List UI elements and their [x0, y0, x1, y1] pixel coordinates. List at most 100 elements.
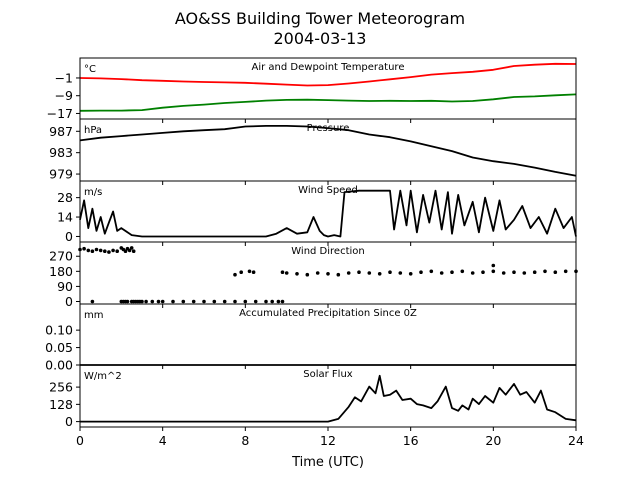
pressure-title: Pressure — [307, 123, 350, 134]
accumulated-precipitation-since-0z-y-tick-label: 0.10 — [45, 323, 73, 338]
wind-speed-y-tick-label: 28 — [57, 190, 73, 205]
pressure-series-line-0 — [79, 125, 577, 177]
wind-speed-panel: 0 14 28 Wind Speed m/s — [57, 180, 577, 246]
wind-direction-point — [429, 269, 434, 274]
wind-direction-point — [156, 299, 161, 304]
wind-direction-title: Wind Direction — [291, 246, 365, 257]
air-and-dewpoint-temperature-y-tick-label: −17 — [47, 106, 73, 121]
wind-direction-point — [90, 249, 95, 253]
pressure-y-tick-label: 983 — [49, 145, 73, 160]
wind-direction-point — [171, 299, 175, 304]
wind-direction-point — [202, 299, 206, 304]
x-axis-label: Time (UTC) — [291, 455, 364, 470]
wind-direction-point — [253, 299, 258, 304]
wind-direction-point — [239, 270, 243, 275]
wind-direction-point — [90, 299, 95, 304]
wind-direction-point — [129, 246, 134, 250]
wind-direction-point — [131, 249, 136, 253]
wind-direction-point — [222, 299, 227, 304]
wind-direction-y-tick-label: 90 — [57, 279, 73, 294]
solar-flux-y-tick-label: 0 — [65, 414, 73, 429]
wind-direction-point — [522, 271, 527, 275]
air-and-dewpoint-temperature-title: Air and Dewpoint Temperature — [252, 62, 405, 73]
wind-direction-point — [144, 299, 148, 304]
air-and-dewpoint-temperature-panel: −17 −9 −1 Air and Dewpoint Temperature °C — [47, 57, 577, 123]
wind-direction-point — [276, 299, 281, 304]
wind-direction-point — [357, 270, 361, 275]
wind-direction-point — [532, 270, 537, 275]
wind-direction-point — [284, 271, 289, 275]
accumulated-precipitation-since-0z-title: Accumulated Precipitation Since 0Z — [239, 308, 417, 319]
wind-direction-point — [86, 248, 91, 253]
x-tick-label: 0 — [76, 433, 84, 448]
accumulated-precipitation-since-0z-y-tick-label: 0.00 — [45, 358, 73, 373]
solar-flux-y-tick-label: 256 — [49, 380, 73, 395]
pressure-y-tick-label: 987 — [49, 124, 73, 139]
wind-speed-y-tick-label: 0 — [65, 229, 73, 244]
wind-direction-point — [295, 272, 299, 276]
x-tick-label: 24 — [568, 433, 584, 448]
panels: −17 −9 −1 Air and Dewpoint Temperature °C 979… — [45, 57, 584, 448]
wind-direction-point — [408, 272, 413, 276]
wind-speed-y-tick-label: 14 — [57, 210, 73, 225]
solar-flux-unit-label: W/m^2 — [84, 371, 122, 382]
wind-direction-point — [107, 250, 111, 254]
x-tick-label: 20 — [485, 433, 501, 448]
wind-direction-point — [127, 248, 132, 253]
wind-direction-point — [150, 299, 155, 304]
wind-direction-point — [326, 272, 330, 276]
wind-direction-point — [543, 269, 547, 274]
wind-direction-point — [251, 270, 256, 275]
wind-direction-point — [123, 249, 128, 253]
wind-direction-point — [247, 269, 252, 274]
wind-direction-point — [191, 299, 196, 304]
wind-direction-point — [315, 271, 320, 275]
air-and-dewpoint-temperature-y-tick-label: −1 — [55, 70, 73, 85]
wind-direction-point — [98, 248, 103, 253]
wind-direction-point — [160, 299, 165, 304]
wind-direction-point — [553, 270, 558, 275]
wind-direction-point — [115, 249, 119, 253]
wind-direction-point — [367, 271, 372, 275]
pressure-panel: 979 983 987 Pressure hPa — [49, 118, 577, 185]
figure-title: AO&SS Building Tower Meteorogram — [175, 9, 465, 28]
wind-direction-point — [111, 248, 115, 253]
wind-direction-point — [243, 299, 248, 304]
x-tick-label: 8 — [241, 433, 249, 448]
wind-direction-point — [491, 263, 496, 268]
wind-direction-point — [346, 271, 351, 275]
wind-speed-series-line-0 — [79, 189, 577, 238]
x-tick-label: 16 — [403, 433, 419, 448]
wind-direction-point — [280, 270, 285, 275]
wind-direction-y-tick-label: 0 — [65, 294, 73, 309]
wind-direction-y-tick-label: 270 — [49, 249, 73, 264]
wind-direction-point — [377, 272, 382, 276]
air-and-dewpoint-temperature-unit-label: °C — [84, 64, 96, 75]
wind-direction-point — [419, 270, 423, 275]
wind-direction-point — [398, 271, 403, 275]
accumulated-precipitation-since-0z-panel: 0.00 0.05 0.10 Accumulated Precipitation Si… — [45, 303, 577, 373]
wind-direction-point — [125, 299, 130, 304]
x-tick-label: 12 — [320, 433, 336, 448]
wind-direction-point — [439, 271, 444, 275]
accumulated-precipitation-since-0z-y-tick-label: 0.05 — [45, 340, 73, 355]
figure-date: 2004-03-13 — [274, 29, 367, 48]
wind-direction-point — [460, 269, 465, 274]
wind-direction-point — [181, 299, 186, 304]
wind-direction-point — [82, 246, 86, 251]
wind-direction-point — [336, 272, 341, 277]
wind-direction-point — [212, 299, 217, 304]
wind-direction-y-tick-label: 180 — [49, 264, 73, 279]
wind-direction-point — [264, 299, 268, 304]
x-tick-label: 4 — [159, 433, 167, 448]
air-and-dewpoint-temperature-series-line-0 — [79, 62, 577, 87]
wind-direction-point — [450, 270, 454, 275]
wind-direction-point — [103, 249, 107, 253]
wind-direction-point — [233, 299, 237, 304]
solar-flux-series-line-0 — [80, 374, 577, 423]
solar-flux-panel: 0 128 256 0 4 8 12 16 20 24 Solar Flux W/m^2 — [49, 364, 584, 448]
wind-direction-point — [305, 272, 310, 277]
air-and-dewpoint-temperature-series-line-1 — [79, 93, 577, 112]
